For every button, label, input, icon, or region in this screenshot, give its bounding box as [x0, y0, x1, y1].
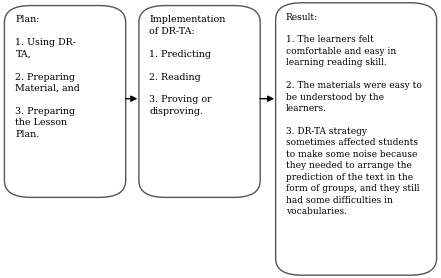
Text: Result:

1. The learners felt
comfortable and easy in
learning reading skill.

2: Result: 1. The learners felt comfortable… — [286, 13, 422, 216]
FancyBboxPatch shape — [4, 6, 126, 197]
Text: Implementation
of DR-TA:

1. Predicting

2. Reading

3. Proving or
disproving.: Implementation of DR-TA: 1. Predicting 2… — [149, 15, 225, 116]
Text: Plan:

1. Using DR-
TA,

2. Preparing
Material, and

3. Preparing
the Lesson
Pla: Plan: 1. Using DR- TA, 2. Preparing Mate… — [15, 15, 80, 139]
FancyBboxPatch shape — [276, 3, 437, 275]
FancyBboxPatch shape — [139, 6, 260, 197]
